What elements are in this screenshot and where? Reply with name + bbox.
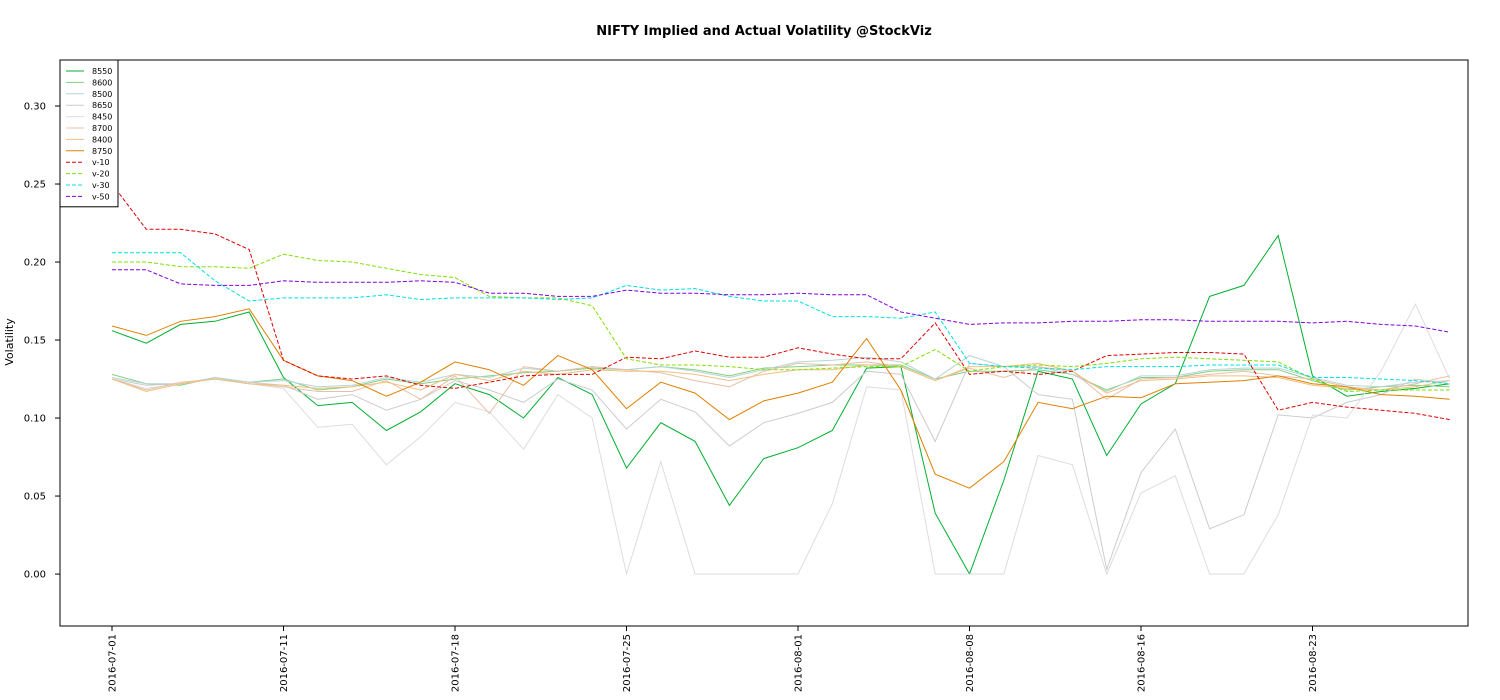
series-line [111, 362, 1450, 572]
legend-label: v-10 [92, 158, 110, 167]
series-line [111, 361, 1450, 415]
x-tick-label: 2016-07-11 [279, 634, 290, 692]
chart-title: NIFTY Implied and Actual Volatility @Sto… [596, 24, 932, 39]
legend-label: 8450 [92, 113, 112, 122]
series-line [111, 234, 1450, 576]
x-tick-label: 2016-07-25 [622, 634, 633, 692]
legend-label: v-30 [92, 181, 110, 190]
y-tick-label: 0.05 [24, 492, 46, 503]
x-tick-label: 2016-07-01 [108, 634, 119, 692]
legend-label: v-20 [92, 170, 110, 179]
legend-label: 8400 [92, 135, 112, 144]
legend-label: 8700 [92, 124, 112, 133]
x-tick-label: 2016-08-08 [965, 634, 976, 692]
series-line [112, 269, 1450, 333]
legend-label: v-50 [92, 192, 110, 201]
y-tick-label: 0.10 [24, 414, 46, 425]
legend-label: 8500 [92, 90, 112, 99]
series-line [112, 252, 1450, 385]
y-tick-label: 0.00 [24, 570, 46, 581]
series-line [111, 303, 1451, 576]
x-tick-label: 2016-08-01 [794, 634, 805, 692]
legend: 8550 8600 8500 8650 8450 8700 8400 8750 v-10 v-20… [59, 59, 119, 208]
series-line [111, 183, 1450, 421]
legend-label: 8600 [92, 78, 112, 87]
y-tick-label: 0.20 [24, 258, 46, 269]
y-tick-label: 0.30 [24, 102, 46, 113]
series-line [111, 362, 1450, 394]
y-tick-label: 0.25 [24, 180, 46, 191]
legend-label: 8650 [92, 101, 112, 110]
y-axis-label: Volatility [3, 318, 16, 366]
legend-label: 8550 [92, 67, 112, 76]
series-line [111, 355, 1450, 393]
series-line [111, 308, 1450, 489]
legend-label: 8750 [92, 147, 112, 156]
series-line [112, 253, 1450, 393]
x-tick-label: 2016-08-23 [1308, 634, 1319, 692]
legend-box [59, 59, 119, 208]
x-tick-label: 2016-07-18 [451, 634, 462, 692]
x-tick-label: 2016-08-16 [1137, 634, 1148, 692]
plot-frame [59, 59, 1469, 627]
y-tick-label: 0.15 [24, 336, 46, 347]
